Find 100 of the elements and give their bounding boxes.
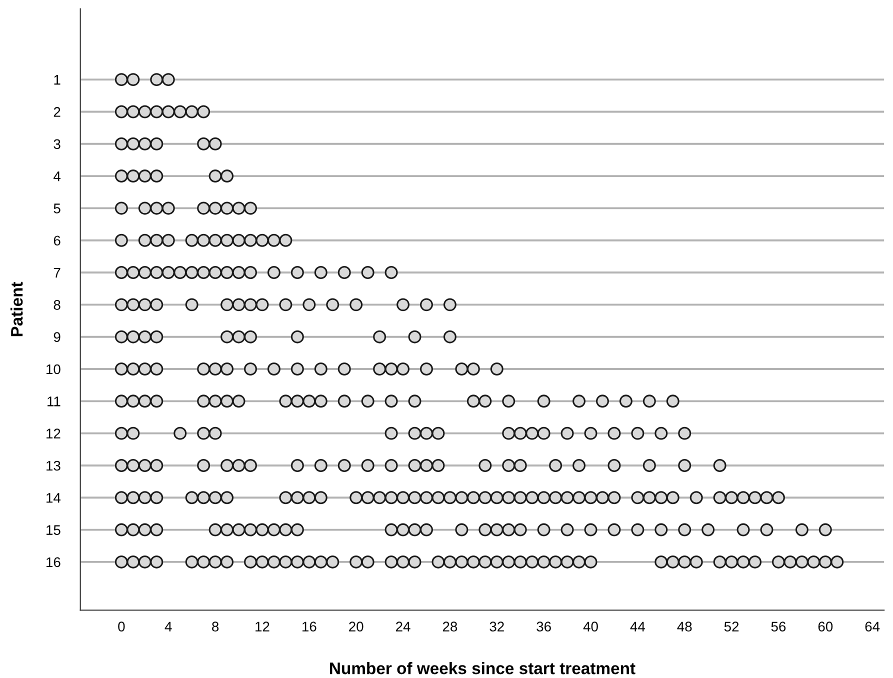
point [666,555,680,568]
point [514,491,527,504]
y-tick-label: 12 [46,428,60,438]
point [466,362,480,376]
y-tick-label: 16 [46,557,60,568]
point [373,362,386,376]
point [138,298,152,312]
point [197,394,210,408]
point [654,426,668,440]
point [408,555,422,568]
point [396,555,410,568]
y-tick-label: 13 [46,460,60,471]
point [619,394,632,408]
point [748,555,762,568]
point [150,458,164,472]
point [455,491,468,504]
point [126,394,140,408]
point [197,491,210,504]
point [314,266,328,280]
point [514,426,527,440]
y-tick-label: 14 [46,493,61,503]
point [290,458,304,472]
point [443,298,456,312]
point [197,458,210,472]
point [150,298,164,312]
point [174,266,187,280]
point [138,234,152,247]
point [642,394,656,408]
point [220,362,234,376]
point [408,330,422,344]
point [174,426,187,440]
point [772,555,785,568]
point [420,523,433,536]
point [396,491,410,504]
point [338,394,351,408]
point [713,555,726,568]
point [631,523,644,536]
point [443,555,456,568]
point [736,523,750,536]
point [537,394,550,408]
x-tick-label: 60 [818,622,833,632]
point [185,266,198,280]
point [326,555,340,568]
point [795,523,808,536]
point [384,426,398,440]
point [830,555,844,568]
point [114,491,128,504]
point [208,491,222,504]
point [572,394,586,408]
point [361,491,374,504]
point [126,170,140,183]
point [537,523,550,536]
point [114,170,128,183]
point [584,491,598,504]
point [302,394,316,408]
x-tick-label: 32 [490,622,504,632]
point [232,202,246,215]
point [197,426,210,440]
y-tick-label: 1 [54,75,60,85]
point [384,555,398,568]
x-tick-label: 36 [536,622,551,632]
point [420,491,433,504]
point [784,555,797,568]
point [350,555,363,568]
point [596,394,609,408]
point [818,523,832,536]
point [478,555,492,568]
point [514,458,527,472]
point [232,394,246,408]
point [713,491,726,504]
point [244,458,257,472]
point [572,555,586,568]
point [138,330,152,344]
point [549,458,562,472]
x-tick-label: 4 [164,622,172,632]
point [338,458,351,472]
point [373,491,386,504]
point [725,555,738,568]
point [114,330,128,344]
point [760,523,774,536]
point [114,555,128,568]
y-tick-label: 7 [54,268,60,278]
point [478,458,492,472]
point [432,458,445,472]
point [150,266,164,280]
point [138,555,152,568]
point [114,458,128,472]
point [244,523,257,536]
point [455,523,468,536]
point [208,426,222,440]
point [150,491,164,504]
point [138,266,152,280]
point [114,137,128,150]
point [384,362,398,376]
point [185,555,198,568]
point [150,105,164,118]
point [526,555,539,568]
x-tick-label: 16 [302,622,316,632]
point [666,491,680,504]
point [290,394,304,408]
